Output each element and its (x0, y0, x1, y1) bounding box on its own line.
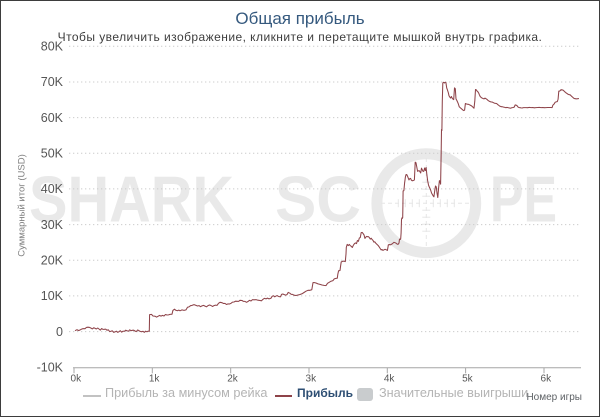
svg-text:SC: SC (275, 163, 361, 236)
svg-text:4k: 4k (384, 373, 396, 384)
svg-text:2k: 2k (227, 373, 239, 384)
svg-text:80K: 80K (41, 40, 64, 54)
svg-text:70K: 70K (41, 75, 64, 89)
svg-text:50K: 50K (41, 147, 64, 161)
svg-text:5k: 5k (462, 373, 474, 384)
svg-text:0: 0 (56, 325, 63, 339)
svg-text:40K: 40K (41, 182, 64, 196)
svg-text:30K: 30K (41, 218, 64, 232)
svg-text:PE: PE (490, 163, 557, 236)
svg-text:1k: 1k (149, 373, 161, 384)
svg-text:-10K: -10K (37, 361, 64, 375)
svg-text:60K: 60K (41, 111, 64, 125)
svg-text:0k: 0k (71, 373, 83, 384)
svg-text:3k: 3k (306, 373, 318, 384)
svg-text:20K: 20K (41, 254, 64, 268)
svg-text:10K: 10K (41, 289, 64, 303)
svg-text:SHARK: SHARK (29, 163, 234, 236)
svg-text:6k: 6k (541, 373, 553, 384)
